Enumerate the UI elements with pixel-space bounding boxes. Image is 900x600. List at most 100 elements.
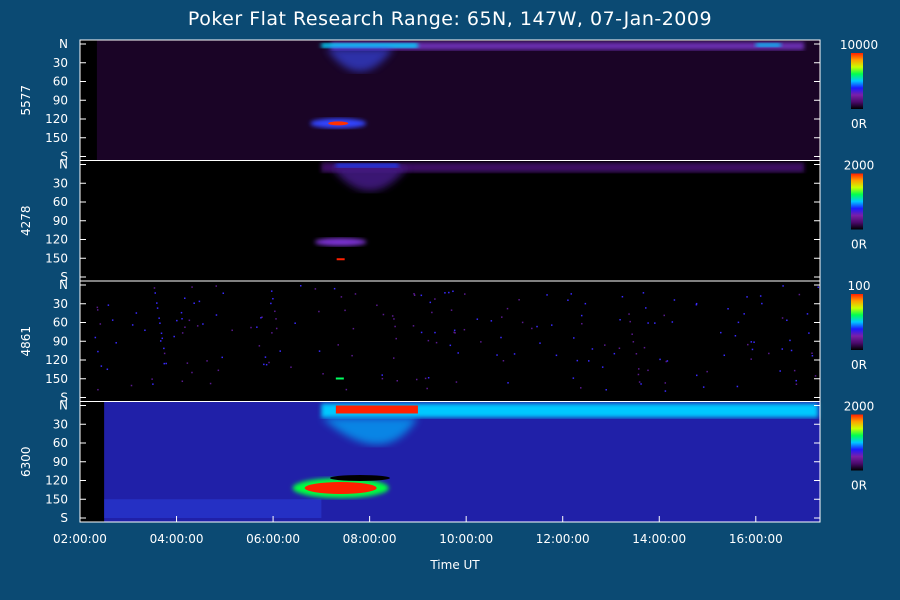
noise-point [789, 339, 791, 342]
panel-label: 6300 [19, 446, 33, 477]
noise-point [695, 302, 698, 305]
noise-point [463, 328, 466, 331]
y-tick-label: 60 [53, 75, 68, 89]
noise-point [632, 341, 635, 343]
y-tick-label: 90 [53, 455, 68, 469]
noise-point [107, 304, 110, 306]
noise-point [501, 316, 503, 318]
noise-point [314, 288, 317, 290]
noise-point [618, 347, 621, 350]
noise-point [337, 344, 339, 346]
y-tick-label: S [60, 391, 68, 405]
noise-point [106, 368, 109, 371]
noise-point [751, 348, 754, 351]
noise-point [163, 347, 165, 350]
y-tick-label: 120 [45, 112, 68, 126]
noise-point [734, 335, 737, 337]
noise-point [817, 286, 820, 289]
colorbar-max-label: 2000 [844, 159, 875, 173]
panel-label: 4278 [19, 205, 33, 236]
noise-point [322, 373, 324, 375]
x-tick-label: 16:00:00 [729, 532, 783, 546]
colorbar-min-label: 0R [851, 238, 867, 252]
noise-point [581, 322, 583, 325]
noise-point [753, 341, 755, 343]
noise-point [444, 292, 446, 294]
noise-point [270, 302, 272, 305]
noise-point [502, 360, 505, 362]
noise-point [260, 317, 262, 319]
arc-bright [321, 43, 418, 48]
noise-point [490, 320, 493, 322]
y-tick-label: S [60, 511, 68, 525]
noise-point [702, 386, 705, 388]
noise-point [663, 314, 665, 317]
noise-point [580, 387, 582, 389]
noise-point [152, 383, 154, 385]
noise-point [454, 332, 456, 334]
noise-point [737, 321, 740, 324]
noise-point [450, 309, 453, 311]
noise-point [420, 294, 423, 297]
noise-point [221, 356, 223, 359]
noise-point [156, 307, 159, 309]
noise-point [605, 389, 607, 391]
noise-point [264, 356, 267, 358]
noise-point [695, 374, 698, 377]
noise-point [392, 357, 395, 359]
noise-point [209, 382, 212, 385]
noise-point [781, 348, 784, 350]
noise-point [790, 349, 793, 352]
x-tick-label: 04:00:00 [150, 532, 204, 546]
noise-point [642, 292, 645, 294]
noise-point [695, 303, 698, 306]
arc-descent [326, 48, 394, 72]
noise-point [759, 295, 762, 297]
noise-point [457, 352, 459, 354]
noise-point [576, 359, 579, 362]
noise-point [448, 291, 450, 294]
y-tick-label: 30 [53, 56, 68, 70]
colorbar-max-label: 2000 [844, 400, 875, 414]
noise-point [159, 322, 161, 324]
y-tick-label: 60 [53, 316, 68, 330]
noise-point [193, 302, 195, 304]
noise-point [793, 369, 796, 372]
noise-point [333, 287, 336, 290]
noise-point [654, 322, 656, 324]
noise-point [513, 353, 516, 355]
noise-point [153, 287, 156, 289]
x-tick-label: 14:00:00 [632, 532, 686, 546]
noise-point [215, 314, 218, 316]
noise-point [97, 350, 99, 353]
noise-point [604, 344, 606, 346]
noise-point [673, 299, 676, 301]
moon-shadow [329, 475, 390, 481]
y-tick-label: 30 [53, 176, 68, 190]
noise-point [431, 311, 433, 314]
noise-point [351, 354, 353, 357]
noise-point [263, 363, 265, 366]
noise-point [664, 382, 667, 384]
noise-point [393, 318, 395, 320]
noise-point [318, 310, 320, 313]
noise-point [781, 317, 784, 319]
y-tick-label: N [59, 278, 68, 292]
noise-point [453, 331, 455, 334]
noise-point [507, 382, 509, 384]
noise-point [163, 362, 165, 365]
y-tick-label: 60 [53, 436, 68, 450]
noise-point [768, 352, 770, 355]
noise-point [160, 332, 163, 335]
noise-point [412, 325, 415, 327]
background-glow [96, 40, 821, 161]
noise-point [96, 306, 99, 309]
y-tick-label: 30 [53, 417, 68, 431]
noise-point [111, 319, 114, 321]
noise-point [637, 373, 640, 376]
noise-point [647, 369, 649, 372]
noise-point [258, 345, 261, 347]
noise-point [270, 290, 273, 292]
noise-point [198, 300, 201, 303]
noise-point [506, 307, 509, 310]
